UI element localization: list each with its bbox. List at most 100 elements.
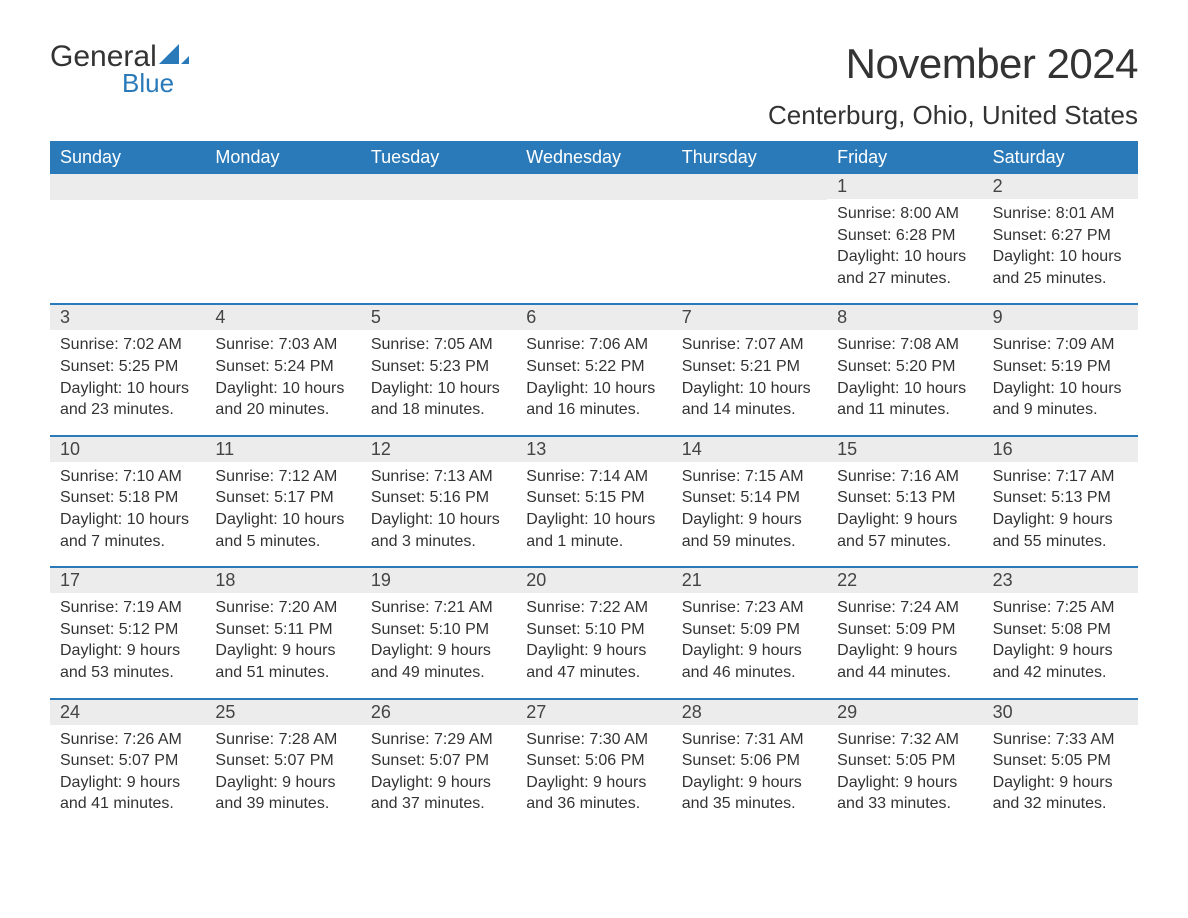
day-details: Sunrise: 8:01 AMSunset: 6:27 PMDaylight:… xyxy=(983,199,1138,303)
logo-sail-icon xyxy=(159,44,189,71)
day-d2: and 33 minutes. xyxy=(837,793,972,815)
calendar-day: 2Sunrise: 8:01 AMSunset: 6:27 PMDaylight… xyxy=(983,174,1138,303)
calendar-week: 10Sunrise: 7:10 AMSunset: 5:18 PMDayligh… xyxy=(50,435,1138,566)
day-d1: Daylight: 10 hours xyxy=(371,509,506,531)
day-d2: and 55 minutes. xyxy=(993,531,1128,553)
logo: General Blue xyxy=(50,40,189,99)
day-details: Sunrise: 7:07 AMSunset: 5:21 PMDaylight:… xyxy=(672,330,827,434)
day-d2: and 18 minutes. xyxy=(371,399,506,421)
day-d2: and 23 minutes. xyxy=(60,399,195,421)
day-sunrise: Sunrise: 7:32 AM xyxy=(837,729,972,751)
day-number: 15 xyxy=(827,437,982,462)
day-sunrise: Sunrise: 7:33 AM xyxy=(993,729,1128,751)
day-d1: Daylight: 10 hours xyxy=(371,378,506,400)
day-number: 16 xyxy=(983,437,1138,462)
day-sunset: Sunset: 5:19 PM xyxy=(993,356,1128,378)
day-sunset: Sunset: 5:11 PM xyxy=(215,619,350,641)
day-details: Sunrise: 7:05 AMSunset: 5:23 PMDaylight:… xyxy=(361,330,516,434)
day-number xyxy=(672,174,827,200)
day-sunrise: Sunrise: 7:06 AM xyxy=(526,334,661,356)
calendar-day: 15Sunrise: 7:16 AMSunset: 5:13 PMDayligh… xyxy=(827,437,982,566)
day-number: 9 xyxy=(983,305,1138,330)
calendar-day: 26Sunrise: 7:29 AMSunset: 5:07 PMDayligh… xyxy=(361,700,516,829)
day-number: 3 xyxy=(50,305,205,330)
day-number: 27 xyxy=(516,700,671,725)
calendar-day: 6Sunrise: 7:06 AMSunset: 5:22 PMDaylight… xyxy=(516,305,671,434)
day-d1: Daylight: 9 hours xyxy=(837,772,972,794)
calendar-day: 1Sunrise: 8:00 AMSunset: 6:28 PMDaylight… xyxy=(827,174,982,303)
day-sunset: Sunset: 5:06 PM xyxy=(682,750,817,772)
weekday-header: Monday xyxy=(205,141,360,174)
calendar-week: 1Sunrise: 8:00 AMSunset: 6:28 PMDaylight… xyxy=(50,174,1138,303)
day-d1: Daylight: 9 hours xyxy=(993,640,1128,662)
day-sunrise: Sunrise: 7:28 AM xyxy=(215,729,350,751)
day-number: 5 xyxy=(361,305,516,330)
day-details: Sunrise: 7:31 AMSunset: 5:06 PMDaylight:… xyxy=(672,725,827,829)
day-number: 28 xyxy=(672,700,827,725)
day-sunset: Sunset: 5:05 PM xyxy=(837,750,972,772)
day-sunrise: Sunrise: 7:07 AM xyxy=(682,334,817,356)
day-d2: and 44 minutes. xyxy=(837,662,972,684)
calendar-day: 5Sunrise: 7:05 AMSunset: 5:23 PMDaylight… xyxy=(361,305,516,434)
day-sunset: Sunset: 6:28 PM xyxy=(837,225,972,247)
day-d2: and 49 minutes. xyxy=(371,662,506,684)
day-d2: and 57 minutes. xyxy=(837,531,972,553)
day-d1: Daylight: 9 hours xyxy=(215,640,350,662)
day-details: Sunrise: 7:13 AMSunset: 5:16 PMDaylight:… xyxy=(361,462,516,566)
calendar-day: 22Sunrise: 7:24 AMSunset: 5:09 PMDayligh… xyxy=(827,568,982,697)
calendar-day: 8Sunrise: 7:08 AMSunset: 5:20 PMDaylight… xyxy=(827,305,982,434)
calendar-day: 21Sunrise: 7:23 AMSunset: 5:09 PMDayligh… xyxy=(672,568,827,697)
day-d1: Daylight: 9 hours xyxy=(682,509,817,531)
day-d2: and 5 minutes. xyxy=(215,531,350,553)
day-sunset: Sunset: 5:21 PM xyxy=(682,356,817,378)
day-sunset: Sunset: 5:09 PM xyxy=(837,619,972,641)
day-number: 10 xyxy=(50,437,205,462)
day-d1: Daylight: 10 hours xyxy=(526,378,661,400)
day-d1: Daylight: 10 hours xyxy=(60,509,195,531)
day-number: 25 xyxy=(205,700,360,725)
day-d1: Daylight: 9 hours xyxy=(526,640,661,662)
calendar: SundayMondayTuesdayWednesdayThursdayFrid… xyxy=(50,141,1138,829)
day-details: Sunrise: 7:09 AMSunset: 5:19 PMDaylight:… xyxy=(983,330,1138,434)
day-d2: and 27 minutes. xyxy=(837,268,972,290)
calendar-day: 27Sunrise: 7:30 AMSunset: 5:06 PMDayligh… xyxy=(516,700,671,829)
day-d2: and 35 minutes. xyxy=(682,793,817,815)
day-sunrise: Sunrise: 8:00 AM xyxy=(837,203,972,225)
weekday-header: Saturday xyxy=(983,141,1138,174)
day-d2: and 42 minutes. xyxy=(993,662,1128,684)
day-d1: Daylight: 10 hours xyxy=(993,378,1128,400)
day-details: Sunrise: 7:17 AMSunset: 5:13 PMDaylight:… xyxy=(983,462,1138,566)
weekday-header: Tuesday xyxy=(361,141,516,174)
day-d2: and 37 minutes. xyxy=(371,793,506,815)
weekday-header: Sunday xyxy=(50,141,205,174)
day-sunrise: Sunrise: 7:25 AM xyxy=(993,597,1128,619)
day-number: 13 xyxy=(516,437,671,462)
day-details: Sunrise: 7:19 AMSunset: 5:12 PMDaylight:… xyxy=(50,593,205,697)
day-details: Sunrise: 7:33 AMSunset: 5:05 PMDaylight:… xyxy=(983,725,1138,829)
title-block: November 2024 Centerburg, Ohio, United S… xyxy=(768,40,1138,131)
day-sunset: Sunset: 5:05 PM xyxy=(993,750,1128,772)
day-number: 29 xyxy=(827,700,982,725)
day-sunset: Sunset: 5:14 PM xyxy=(682,487,817,509)
day-number: 20 xyxy=(516,568,671,593)
day-sunset: Sunset: 5:06 PM xyxy=(526,750,661,772)
day-number xyxy=(361,174,516,200)
day-d2: and 51 minutes. xyxy=(215,662,350,684)
day-sunrise: Sunrise: 7:31 AM xyxy=(682,729,817,751)
day-number: 4 xyxy=(205,305,360,330)
day-number: 12 xyxy=(361,437,516,462)
day-details: Sunrise: 7:21 AMSunset: 5:10 PMDaylight:… xyxy=(361,593,516,697)
day-sunset: Sunset: 5:24 PM xyxy=(215,356,350,378)
day-sunset: Sunset: 5:13 PM xyxy=(993,487,1128,509)
day-details: Sunrise: 7:02 AMSunset: 5:25 PMDaylight:… xyxy=(50,330,205,434)
day-d2: and 25 minutes. xyxy=(993,268,1128,290)
day-number xyxy=(205,174,360,200)
calendar-week: 17Sunrise: 7:19 AMSunset: 5:12 PMDayligh… xyxy=(50,566,1138,697)
day-sunset: Sunset: 5:10 PM xyxy=(526,619,661,641)
day-d2: and 9 minutes. xyxy=(993,399,1128,421)
calendar-day: 11Sunrise: 7:12 AMSunset: 5:17 PMDayligh… xyxy=(205,437,360,566)
day-details: Sunrise: 7:06 AMSunset: 5:22 PMDaylight:… xyxy=(516,330,671,434)
day-sunset: Sunset: 5:25 PM xyxy=(60,356,195,378)
day-sunset: Sunset: 5:23 PM xyxy=(371,356,506,378)
calendar-day: 18Sunrise: 7:20 AMSunset: 5:11 PMDayligh… xyxy=(205,568,360,697)
